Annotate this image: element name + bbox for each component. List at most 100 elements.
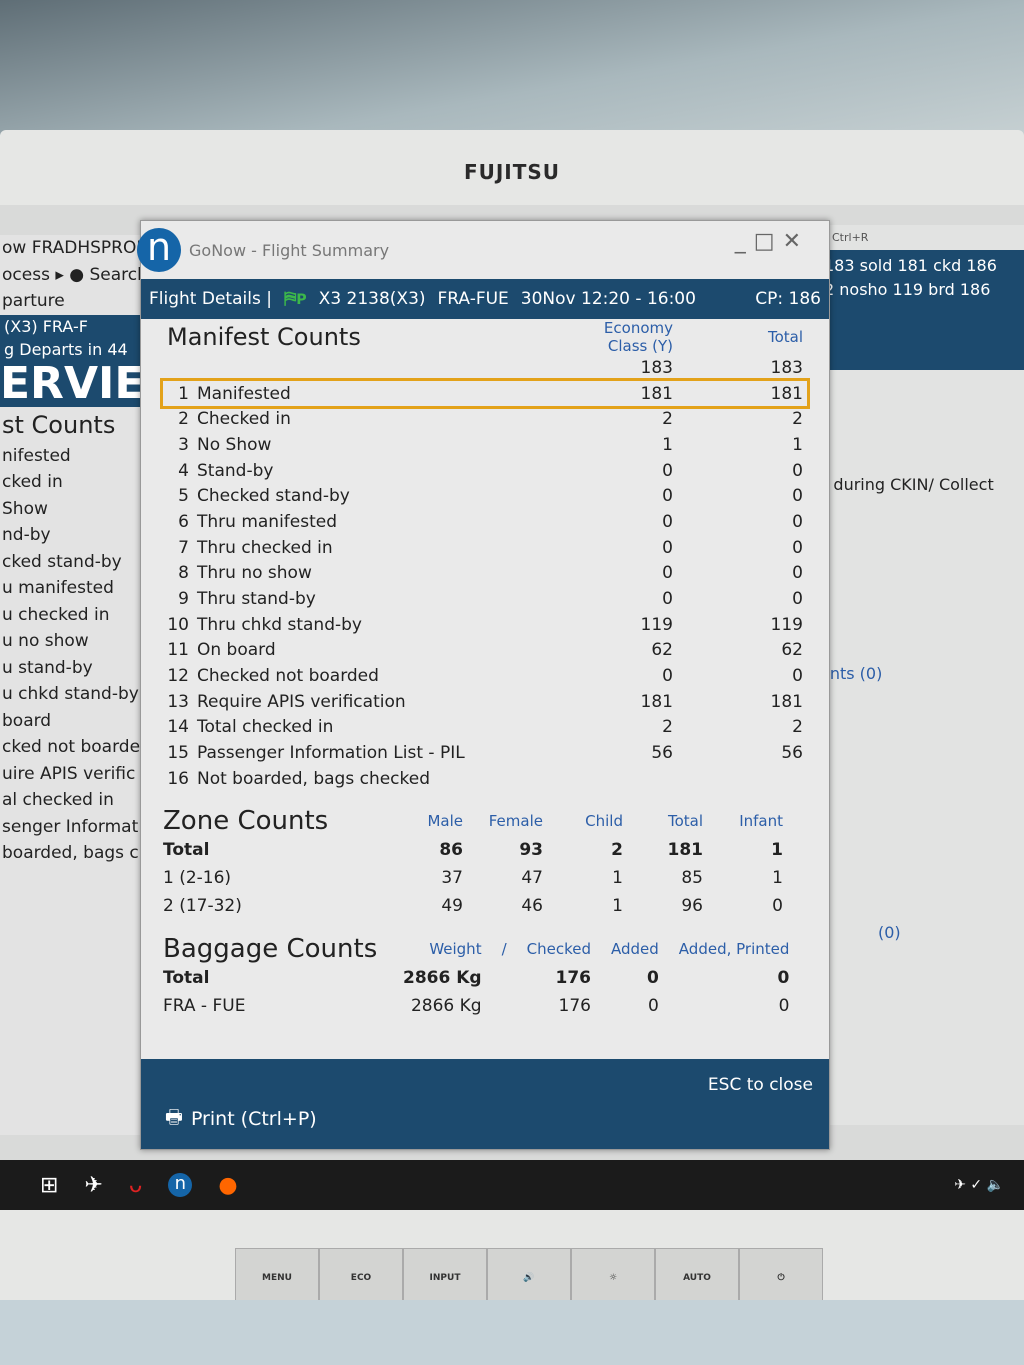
cell: 1 (612, 895, 623, 916)
column-header: Weight (429, 939, 482, 958)
table-row[interactable]: 2 Checked in 2 2 (163, 406, 807, 432)
row-label: Checked stand-by (197, 486, 350, 507)
window-title: GoNow - Flight Summary (189, 240, 390, 260)
row-label: Passenger Information List - PIL (197, 743, 465, 764)
print-button[interactable]: 🖶 Print (Ctrl+P) (165, 1103, 317, 1135)
row-number: 10 (167, 614, 189, 635)
departs-label: g Departs in 44 (0, 337, 145, 361)
table-row[interactable]: 7 Thru checked in 0 0 (163, 535, 807, 561)
column-header: Total (767, 328, 803, 346)
system-tray[interactable]: ✈ ✓ 🔈 (954, 1177, 1004, 1193)
monitor-button[interactable]: 🔊 (487, 1248, 571, 1302)
baggage-counts-section: Baggage Counts Weight / Checked Added Added, … (141, 934, 829, 1020)
cell: 176 (558, 995, 591, 1016)
monitor-button[interactable]: ECO (319, 1248, 403, 1302)
monitor-brand-logo: FUJITSU (463, 160, 561, 184)
row-number: 11 (167, 640, 189, 661)
list-item: u manifested (2, 578, 114, 598)
table-row[interactable]: 11 On board 62 62 (163, 638, 807, 664)
monitor-button[interactable]: ☼ (571, 1248, 655, 1302)
total-value: 181 (770, 691, 803, 712)
row-label: Not boarded, bags checked (197, 768, 431, 789)
total-value: 0 (792, 589, 803, 610)
total-value: 2 (792, 409, 803, 430)
refresh-button[interactable]: Ctrl+R (832, 231, 869, 244)
row-label: Require APIS verification (197, 691, 406, 712)
monitor-button[interactable]: AUTO (655, 1248, 739, 1302)
list-item: u checked in (2, 604, 110, 625)
table-row[interactable]: 3 No Show 1 1 (163, 432, 807, 458)
row-number: 16 (167, 768, 189, 789)
class-value: 0 (662, 460, 673, 481)
class-count: 183 (640, 357, 673, 378)
cell: 2866 Kg (410, 995, 482, 1016)
monitor-button[interactable]: MENU (235, 1248, 319, 1302)
cell: 0 (777, 967, 790, 988)
date-time: 30Nov 12:20 - 16:00 (520, 289, 696, 309)
column-header: Checked (526, 939, 591, 958)
column-header: Economy Class (Y) (603, 319, 673, 355)
table-row: Total 2866 Kg 176 0 0 (163, 964, 799, 992)
total-value: 1 (792, 434, 803, 455)
class-value: 56 (651, 743, 673, 764)
task-view-icon[interactable]: ⊞ (40, 1172, 59, 1198)
cell: 0 (772, 895, 783, 916)
table-row[interactable]: 12 Checked not boarded 0 0 (163, 663, 807, 689)
cell: 2866 Kg (403, 967, 482, 988)
table-row[interactable]: 15 Passenger Information List - PIL 56 56 (163, 740, 807, 766)
minimize-button[interactable]: _ (734, 229, 754, 254)
row-number: 6 (178, 511, 189, 532)
total-value: 0 (792, 537, 803, 558)
search-link[interactable]: ocess ▸ ● Search F2 (2, 264, 145, 285)
total-value: 0 (792, 511, 803, 532)
firefox-icon[interactable]: ● (218, 1172, 238, 1198)
note-text: s during CKIN/ Collect (820, 475, 994, 494)
link[interactable]: (0) (878, 923, 901, 942)
table-row[interactable]: 16 Not boarded, bags checked (163, 766, 807, 792)
list-item: cked in (2, 472, 63, 492)
gonow-taskbar-icon[interactable]: n (168, 1173, 193, 1197)
cell: 0 (646, 967, 659, 988)
menu-label: parture (2, 291, 65, 311)
close-button[interactable]: ✕ (782, 229, 809, 254)
column-header: Added, Printed (678, 939, 790, 958)
table-row[interactable]: 8 Thru no show 0 0 (163, 561, 807, 587)
airplane-app-icon[interactable]: ✈ (84, 1172, 103, 1198)
row-label: No Show (197, 434, 272, 455)
table-row[interactable]: 10 Thru chkd stand-by 119 119 (163, 612, 807, 638)
total-value: 56 (781, 743, 803, 764)
app-icon[interactable]: ᴗ (128, 1172, 143, 1198)
table-row[interactable]: 4 Stand-by 0 0 (163, 458, 807, 484)
title-bar: n GoNow - Flight Summary _□✕ (137, 221, 829, 279)
total-value: 62 (781, 640, 803, 661)
table-row[interactable]: 5 Checked stand-by 0 0 (163, 483, 807, 509)
monitor-button[interactable]: ⏻ (739, 1248, 823, 1302)
row-label: FRA - FUE (163, 995, 246, 1016)
class-value: 0 (662, 666, 673, 687)
row-label: 1 (2-16) (163, 867, 232, 888)
cell: 93 (519, 839, 543, 860)
cell: 46 (521, 895, 543, 916)
background-floor (0, 1300, 1024, 1365)
maximize-button[interactable]: □ (753, 229, 783, 254)
row-number: 15 (167, 743, 189, 764)
section-title: Zone Counts (163, 805, 329, 836)
table-row[interactable]: 13 Require APIS verification 181 181 (163, 689, 807, 715)
table-row[interactable]: 14 Total checked in 2 2 (163, 715, 807, 741)
monitor-button[interactable]: INPUT (403, 1248, 487, 1302)
link[interactable]: ents (0) (820, 664, 883, 683)
table-row[interactable]: 6 Thru manifested 0 0 (163, 509, 807, 535)
row-label: Stand-by (197, 460, 274, 481)
row-label: Total (163, 967, 210, 988)
monitor-buttons: MENU ECO INPUT 🔊 ☼ AUTO ⏻ (235, 1248, 823, 1302)
cell: 176 (555, 967, 592, 988)
flight-number: X3 2138(X3) (318, 289, 426, 309)
row-number: 5 (178, 486, 189, 507)
cell: 86 (439, 839, 463, 860)
table-row[interactable]: 1 Manifested 181 181 (160, 377, 810, 410)
table-row[interactable]: 9 Thru stand-by 0 0 (163, 586, 807, 612)
banner: ERVIE (0, 360, 145, 407)
flight-stats-bar: 183 sold 181 ckd 186 2 nosho 119 brd 186 (820, 250, 1024, 370)
cell: 181 (667, 839, 704, 860)
total-value: 0 (792, 563, 803, 584)
